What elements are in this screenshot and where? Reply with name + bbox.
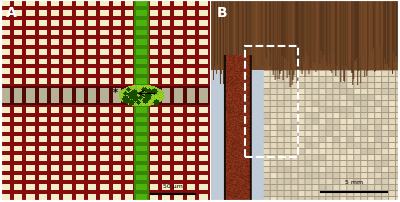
Text: 50 μm: 50 μm bbox=[163, 183, 183, 188]
Text: A: A bbox=[6, 6, 17, 20]
Text: *: * bbox=[113, 88, 118, 98]
Text: B: B bbox=[217, 6, 228, 20]
Bar bbox=[245, 46, 298, 158]
Text: 5 mm: 5 mm bbox=[345, 179, 363, 184]
